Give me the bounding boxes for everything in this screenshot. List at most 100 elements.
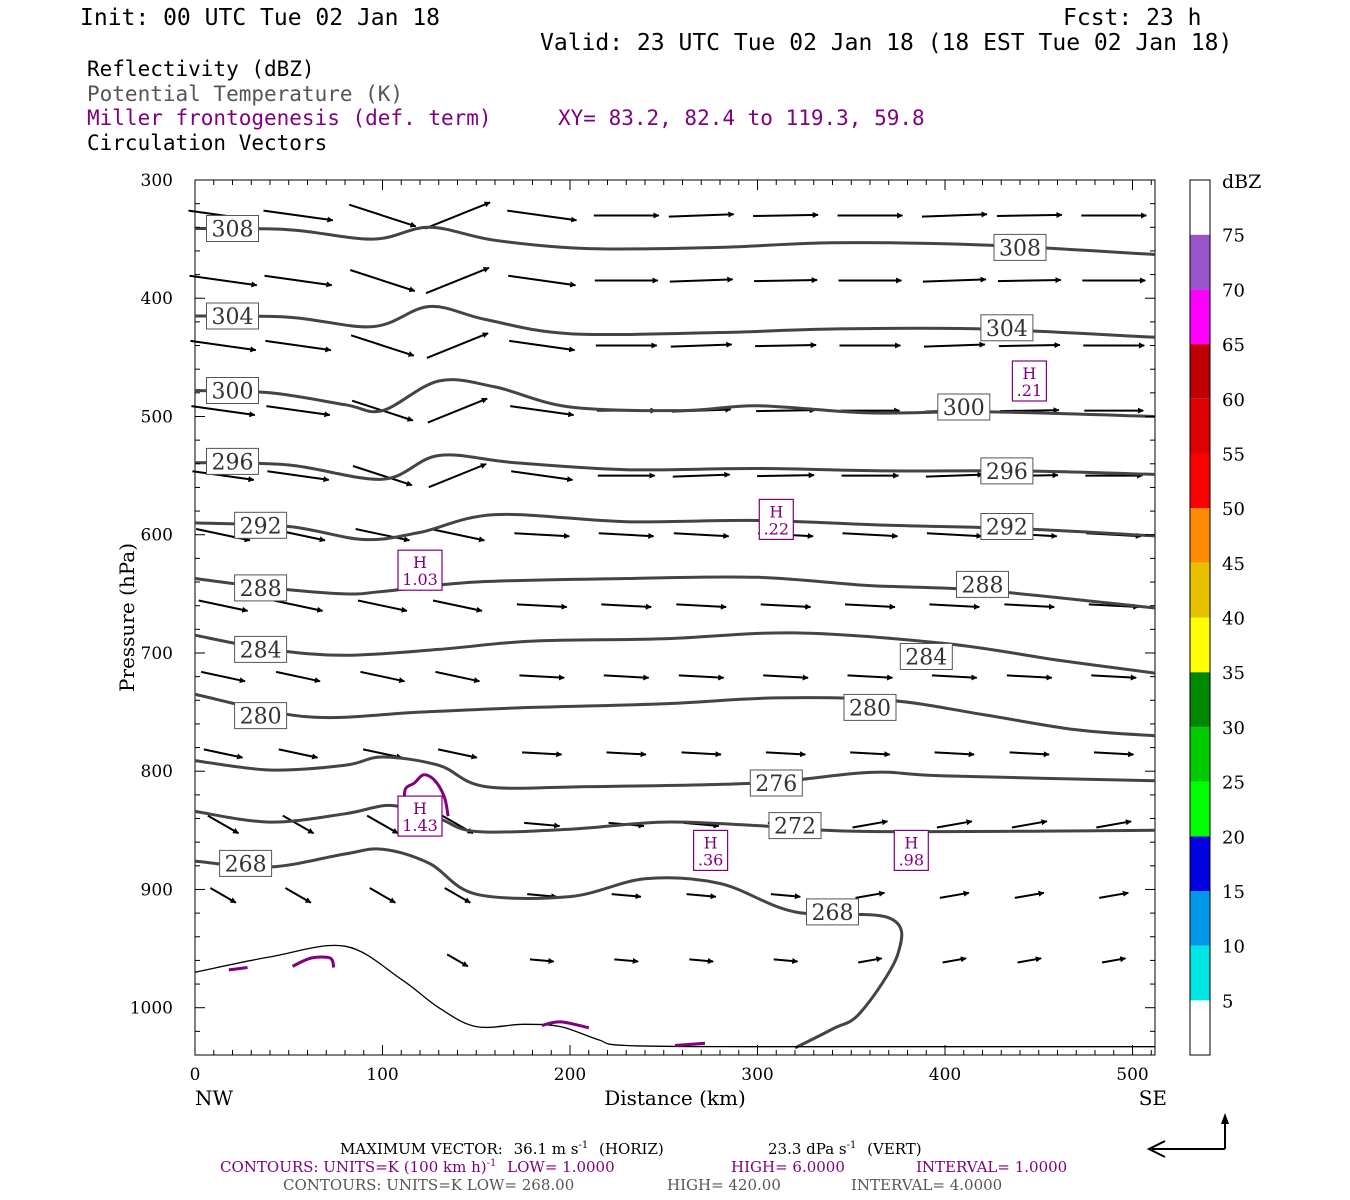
circulation-vector <box>670 341 733 348</box>
x-tick-label: 500 <box>1116 1065 1148 1085</box>
circulation-vector <box>527 893 558 900</box>
theta-label-box <box>206 302 259 330</box>
circulation-vector <box>509 339 576 353</box>
terrain-line <box>194 944 1155 1048</box>
valid-time: Valid: 23 UTC Tue 02 Jan 18 (18 EST Tue … <box>540 30 1233 56</box>
colorbar-tick-label: 20 <box>1222 827 1245 848</box>
frontogenesis-max-value: 1.03 <box>402 570 438 589</box>
y-tick-label: 600 <box>141 526 173 546</box>
circulation-vector <box>755 342 817 349</box>
fronto-contour-interval: INTERVAL= 1.0000 <box>916 1158 1068 1176</box>
frontogenesis-max-box <box>893 829 929 872</box>
colorbar-segment <box>1190 672 1210 727</box>
circulation-vector <box>282 814 315 835</box>
circulation-vector <box>847 674 894 681</box>
plot-area <box>194 179 1156 1056</box>
y-tick-label: 500 <box>141 407 173 427</box>
max-vector-line: MAXIMUM VECTOR: 36.1 m s-1 (HORIZ) <box>340 1140 664 1158</box>
theta-contour-304 <box>194 304 1156 339</box>
circulation-vector <box>1093 751 1135 758</box>
circulation-vector <box>842 532 899 539</box>
circulation-vector <box>668 211 735 218</box>
circulation-vector <box>773 958 799 965</box>
y-tick-label: 1000 <box>130 999 173 1019</box>
colorbar-segment <box>1190 453 1210 509</box>
theta-label: 308 <box>212 218 254 243</box>
circulation-vector <box>190 339 257 353</box>
circulation-vector <box>686 893 717 900</box>
theta-label: 268 <box>225 852 267 877</box>
circulation-vector <box>360 670 406 684</box>
theta-label-box <box>234 511 288 539</box>
colorbar-segment <box>1190 180 1210 235</box>
circulation-vector <box>424 201 491 230</box>
theta-label-box <box>234 702 288 730</box>
colorbar-tick-label: 65 <box>1222 335 1245 356</box>
frontogenesis-max-symbol: H <box>413 553 427 572</box>
circulation-vector <box>754 277 818 284</box>
theta-label: 292 <box>986 516 1028 541</box>
theta-label: 308 <box>999 236 1041 261</box>
circulation-vector <box>425 266 490 295</box>
circulation-vector <box>510 405 575 418</box>
circulation-vector <box>1099 890 1129 899</box>
circulation-vector <box>264 274 333 288</box>
circulation-vector <box>357 599 408 613</box>
nw-end-label: NW <box>195 1086 234 1110</box>
colorbar-segment <box>1190 508 1210 563</box>
circulation-vector <box>1006 674 1053 681</box>
circulation-vector <box>432 599 483 613</box>
y-tick-label: 400 <box>141 289 173 309</box>
theta-contour-284 <box>194 631 1156 675</box>
colorbar-tick-label: 35 <box>1222 663 1245 684</box>
theta-label: 296 <box>986 460 1028 485</box>
colorbar-segment <box>1190 781 1210 837</box>
colorbar-tick-label: 40 <box>1222 609 1245 630</box>
circulation-vector <box>198 599 249 613</box>
max-vector-vert: 23.3 dPa s <box>768 1140 847 1158</box>
circulation-vector <box>598 532 655 539</box>
circulation-vector <box>1014 890 1045 899</box>
colorbar-tick-label: 75 <box>1222 226 1245 247</box>
max-vector-vert-exp: -1 <box>846 1140 857 1151</box>
circulation-vector <box>939 890 970 899</box>
max-vector-vert-tag: (VERT) <box>867 1140 922 1158</box>
theta-label-box <box>234 574 288 602</box>
circulation-vector <box>923 341 986 348</box>
circulation-vector <box>427 397 488 424</box>
theta-label-box <box>749 769 803 797</box>
circulation-vector <box>350 334 415 357</box>
max-vector-horiz: 36.1 m s <box>513 1140 579 1158</box>
theta-label-box <box>899 643 953 670</box>
circulation-vector <box>934 751 975 758</box>
circulation-vector <box>430 528 485 543</box>
frontogenesis-max-value: .36 <box>698 850 723 869</box>
x-tick-label: 200 <box>554 1065 586 1085</box>
colorbar-tick-label: 70 <box>1222 280 1245 301</box>
field-reflectivity: Reflectivity (dBZ) <box>87 57 315 81</box>
frontogenesis-max-symbol: H <box>769 502 783 521</box>
circulation-vector <box>997 277 1062 284</box>
colorbar-tick-label: 5 <box>1222 991 1233 1012</box>
frontogenesis-contour <box>228 966 248 972</box>
circulation-vector <box>437 748 478 760</box>
circulation-vector <box>207 814 240 835</box>
colorbar-tick-label: 30 <box>1222 718 1245 739</box>
circulation-vector <box>996 211 1063 218</box>
theta-label-box <box>206 447 259 475</box>
se-end-label: SE <box>1139 1086 1167 1110</box>
circulation-vector <box>275 670 321 684</box>
circulation-vector <box>921 211 988 218</box>
circulation-vector <box>514 532 570 539</box>
theta-label-box <box>768 812 822 840</box>
circulation-vector <box>929 603 980 610</box>
circulation-vector <box>511 470 574 483</box>
frontogenesis-contour <box>541 1020 590 1030</box>
circulation-vector <box>446 953 469 968</box>
circulation-vector <box>669 276 734 283</box>
theta-contour-300 <box>194 378 1156 418</box>
theta-label-box <box>937 393 991 421</box>
frontogenesis-max-box <box>692 829 729 872</box>
circulation-vector <box>348 203 417 228</box>
